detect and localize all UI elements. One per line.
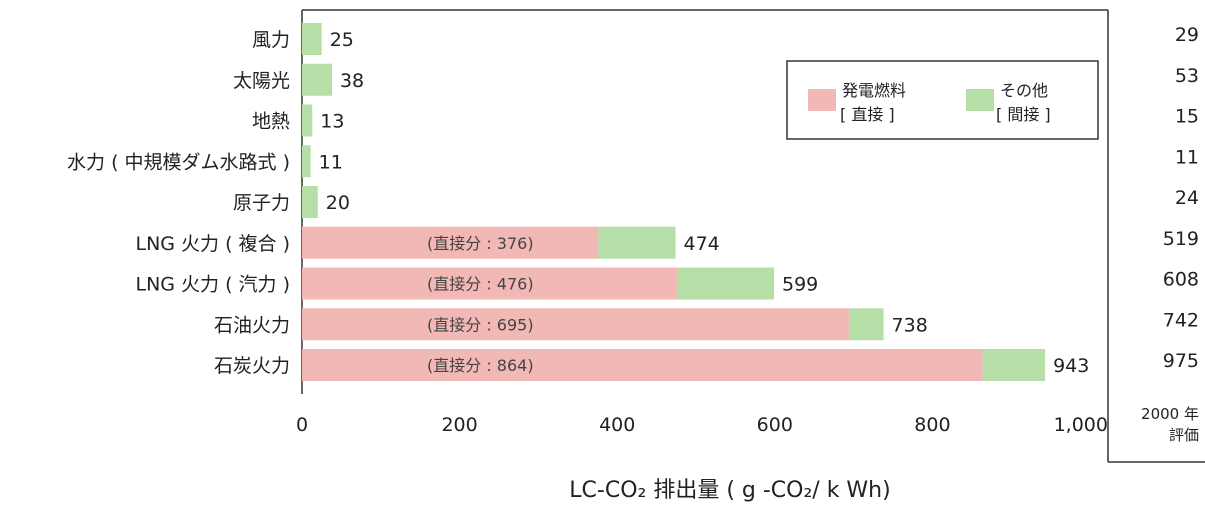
legend-frame <box>786 60 1099 140</box>
category-label: 石油火力 <box>214 314 290 336</box>
bar-indirect <box>677 267 775 300</box>
direct-value-label: (直接分 : 695) <box>427 315 534 334</box>
legend-swatch-direct <box>808 89 836 111</box>
direct-value-label: (直接分 : 476) <box>427 275 534 294</box>
plot-area: 風力 25 太陽光 38 地熱 13 水力 ( 中規模ダム水路式 ) 11 原子力 20 LNG 火… <box>67 9 1109 462</box>
bar-indirect <box>302 63 332 96</box>
legend-sublabel-direct: [ 直接 ] <box>840 105 895 124</box>
bar-indirect <box>849 308 884 341</box>
bar-indirect <box>302 23 322 55</box>
x-tick-label: 200 <box>441 414 477 436</box>
side-value-label: 24 <box>1175 187 1199 209</box>
direct-value-label: (直接分 : 864) <box>427 356 534 375</box>
direct-value-label: (直接分 : 376) <box>427 234 534 253</box>
legend-swatch-indirect <box>966 89 994 111</box>
bar-indirect <box>982 349 1046 381</box>
bar-direct <box>302 226 599 259</box>
side-value-label: 53 <box>1175 65 1199 87</box>
category-label: 水力 ( 中規模ダム水路式 ) <box>67 151 290 173</box>
legend-sublabel-indirect: [ 間接 ] <box>996 105 1051 124</box>
total-value-label: 13 <box>320 111 344 133</box>
bar-indirect <box>302 104 313 137</box>
category-label: 風力 <box>252 29 290 51</box>
side-value-label: 742 <box>1163 309 1199 331</box>
bar-indirect <box>598 226 676 259</box>
side-note-year: 2000 年 <box>1141 405 1199 423</box>
total-value-label: 25 <box>330 29 354 51</box>
category-label: 石炭火力 <box>214 355 290 377</box>
legend-label-indirect: その他 <box>1000 81 1048 100</box>
total-value-label: 11 <box>319 151 343 173</box>
side-value-label: 608 <box>1163 269 1199 291</box>
x-tick-label: 800 <box>914 414 950 436</box>
total-value-label: 474 <box>684 233 720 255</box>
total-value-label: 599 <box>782 274 818 296</box>
x-tick-label: 400 <box>599 414 635 436</box>
bar-indirect <box>302 145 311 178</box>
legend-label-direct: 発電燃料 <box>842 81 906 100</box>
bar-direct <box>302 308 850 341</box>
total-value-label: 20 <box>326 192 350 214</box>
bar-direct <box>302 267 678 300</box>
bar-direct <box>302 349 983 381</box>
legend: 発電燃料 [ 直接 ] その他 [ 間接 ] <box>786 60 1099 140</box>
x-tick-label: 0 <box>296 414 308 436</box>
side-panel-2000: 29 53 15 11 24 519 608 742 975 2000 年評価 <box>1108 24 1205 463</box>
side-value-label: 11 <box>1175 146 1199 168</box>
category-label: LNG 火力 ( 汽力 ) <box>135 274 290 296</box>
side-note-evaluation: 評価 <box>1169 426 1199 444</box>
bar-indirect <box>302 186 318 218</box>
total-value-label: 738 <box>892 314 928 336</box>
category-label: 原子力 <box>233 192 290 214</box>
x-axis-label: LC-CO₂ 排出量 ( g -CO₂/ k Wh) <box>569 478 890 503</box>
total-value-label: 38 <box>340 70 364 92</box>
x-tick-label: 1,000 <box>1054 414 1108 436</box>
x-tick-label: 600 <box>757 414 793 436</box>
total-value-label: 943 <box>1053 355 1089 377</box>
side-value-label: 975 <box>1163 350 1199 372</box>
side-value-label: 519 <box>1163 228 1199 250</box>
category-label: 地熱 <box>252 111 290 133</box>
side-value-label: 15 <box>1175 106 1199 128</box>
category-label: LNG 火力 ( 複合 ) <box>135 233 290 255</box>
category-label: 太陽光 <box>233 70 290 92</box>
side-value-label: 29 <box>1175 24 1199 46</box>
